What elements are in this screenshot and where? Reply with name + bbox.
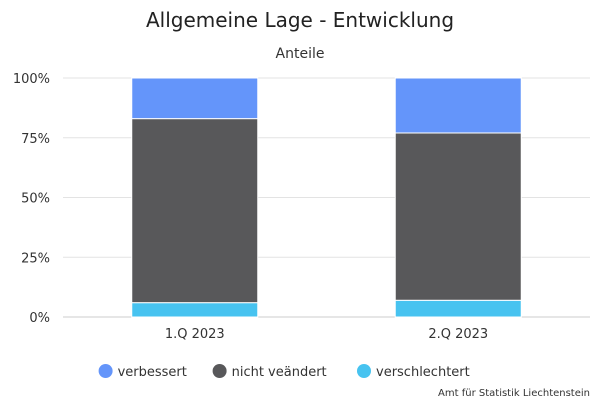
legend-swatch: [357, 364, 371, 378]
y-tick-label: 100%: [13, 72, 50, 87]
bars: [131, 77, 522, 318]
y-tick-label: 25%: [21, 251, 50, 266]
bar-segment[interactable]: [394, 299, 522, 318]
legend-label: nicht veändert: [232, 365, 327, 380]
chart-subtitle: Anteile: [276, 46, 325, 62]
y-tick-label: 50%: [21, 192, 50, 207]
legend-swatch: [98, 364, 113, 378]
legend[interactable]: verbessert nicht veändert verschlechtert: [98, 364, 470, 380]
legend-item[interactable]: verschlechtert: [357, 364, 470, 380]
y-axis-ticks: 0% 25% 50% 75% 100%: [13, 72, 50, 326]
credit-text[interactable]: Amt für Statistik Liechtenstein: [438, 388, 590, 399]
legend-item[interactable]: verbessert: [98, 364, 187, 380]
bar-segment[interactable]: [394, 77, 522, 134]
legend-label: verschlechtert: [376, 365, 470, 380]
bar-segment[interactable]: [394, 132, 522, 301]
legend-label: verbessert: [118, 365, 187, 380]
legend-item[interactable]: nicht veändert: [212, 364, 327, 380]
x-tick-label: 2.Q 2023: [428, 327, 488, 342]
bar-segment[interactable]: [131, 118, 259, 304]
bar-segment[interactable]: [131, 302, 259, 318]
x-tick-label: 1.Q 2023: [165, 327, 225, 342]
y-tick-label: 75%: [21, 132, 50, 147]
x-axis-ticks: 1.Q 2023 2.Q 2023: [165, 327, 488, 342]
bar-segment[interactable]: [131, 77, 259, 120]
y-tick-label: 0%: [29, 311, 50, 326]
chart-title: Allgemeine Lage - Entwicklung: [146, 8, 454, 32]
legend-swatch: [212, 364, 227, 378]
